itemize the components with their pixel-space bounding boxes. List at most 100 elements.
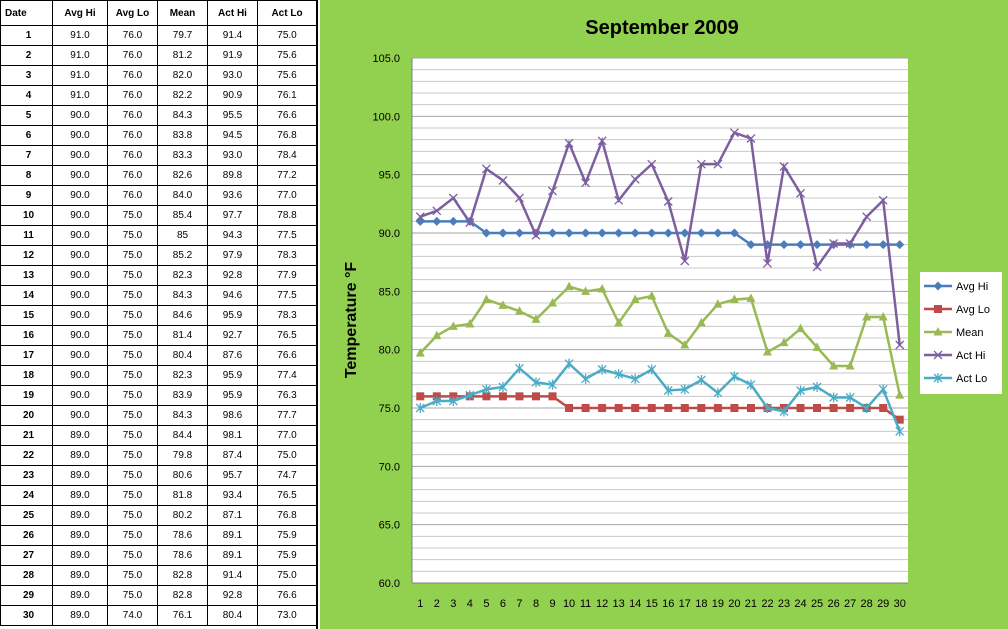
table-cell: 87.1 <box>207 505 258 526</box>
table-cell: 75.9 <box>257 525 317 546</box>
table-cell-date: 9 <box>0 185 53 206</box>
table-cell: 82.2 <box>157 85 208 106</box>
data-point-mean <box>630 294 640 303</box>
data-point-mean <box>779 337 789 347</box>
table-row: 8 90.0 76.0 82.6 89.8 77.2 <box>0 165 317 186</box>
legend-label: Act Hi <box>956 350 985 362</box>
data-point-act-lo <box>581 373 591 384</box>
table-cell: 75.0 <box>107 505 158 526</box>
table-row: 22 89.0 75.0 79.8 87.4 75.0 <box>0 445 317 466</box>
data-point-avg-hi <box>680 228 690 238</box>
data-point-avg-lo <box>895 415 904 424</box>
table-cell: 90.0 <box>52 365 108 386</box>
data-point-avg-lo <box>697 404 706 412</box>
table-cell: 80.2 <box>157 505 208 526</box>
data-point-act-hi <box>515 193 524 203</box>
legend: Avg Hi Avg Lo Mean Act Hi Act Lo <box>924 281 990 385</box>
table-cell: 89.8 <box>207 165 258 186</box>
table-row: 21 89.0 75.0 84.4 98.1 77.0 <box>0 425 317 446</box>
table-cell: 93.6 <box>207 185 258 206</box>
x-tick-label: 10 <box>563 598 575 610</box>
table-cell-date: 30 <box>0 605 53 626</box>
table-row: 26 89.0 75.0 78.6 89.1 75.9 <box>0 525 317 546</box>
table-cell: 92.8 <box>207 585 258 606</box>
legend-label: Act Lo <box>956 373 987 385</box>
data-point-avg-lo <box>532 392 540 401</box>
data-point-mean <box>713 299 723 308</box>
data-point-avg-lo <box>515 392 524 401</box>
data-point-avg-lo <box>416 392 425 401</box>
data-point-mean <box>696 317 706 327</box>
y-axis-label: Temperature °F <box>343 262 360 379</box>
x-tick-label: 26 <box>827 598 839 610</box>
table-row: 5 90.0 76.0 84.3 95.5 76.6 <box>0 105 317 126</box>
table-cell-date: 3 <box>0 65 53 86</box>
table-cell: 75.6 <box>257 65 317 86</box>
data-point-avg-lo <box>746 404 755 412</box>
data-point-act-hi <box>581 178 591 188</box>
table-cell: 89.0 <box>52 485 108 506</box>
table-cell: 76.0 <box>107 85 158 106</box>
legend-marker <box>933 281 943 291</box>
x-tick-label: 4 <box>467 598 473 610</box>
data-point-act-hi <box>680 256 690 266</box>
x-tick-labels: 1 2 3 4 5 6 7 8 9 10 11 12 13 14 15 16 17 18 19 20 21 22 23 24 2… <box>417 598 906 610</box>
table-cell: 79.8 <box>157 445 208 466</box>
x-tick-label: 17 <box>679 598 691 610</box>
data-point-avg-hi <box>713 228 723 238</box>
table-header-row: Date Avg Hi Avg Lo Mean Act Hi Act Lo <box>0 0 317 26</box>
table-cell: 90.0 <box>52 285 108 306</box>
table-cell: 75.0 <box>107 325 158 346</box>
table-cell: 90.0 <box>52 105 108 126</box>
table-cell-date: 5 <box>0 105 53 126</box>
series-layer <box>415 128 905 437</box>
data-point-mean <box>680 340 690 349</box>
data-point-act-hi <box>614 195 624 205</box>
table-cell: 75.0 <box>107 465 158 486</box>
table-cell: 89.0 <box>52 525 108 546</box>
table-cell: 76.6 <box>257 585 317 606</box>
x-tick-label: 21 <box>745 598 757 610</box>
table-cell: 76.0 <box>107 105 158 126</box>
y-tick-label: 60.0 <box>379 578 400 590</box>
table-row: 28 89.0 75.0 82.8 91.4 75.0 <box>0 565 317 586</box>
data-point-act-lo <box>564 358 574 369</box>
data-point-mean <box>448 321 458 330</box>
legend-marker <box>933 327 943 336</box>
y-tick-label: 90.0 <box>379 228 400 240</box>
table-cell: 78.4 <box>257 145 317 166</box>
table-cell: 74.0 <box>107 605 158 626</box>
plot-area <box>412 58 908 583</box>
table-cell: 76.1 <box>157 605 208 626</box>
data-point-avg-lo <box>647 404 656 412</box>
table-cell: 98.6 <box>207 405 258 426</box>
data-point-avg-lo <box>498 392 507 401</box>
data-point-act-lo <box>796 385 805 396</box>
table-cell: 76.0 <box>107 25 158 46</box>
data-point-avg-hi <box>548 228 558 238</box>
table-cell-date: 2 <box>0 45 53 66</box>
table-cell-date: 4 <box>0 85 53 106</box>
data-point-mean <box>481 294 491 303</box>
legend-item-act-lo: Act Lo <box>924 373 987 385</box>
data-point-avg-lo <box>796 404 805 412</box>
data-point-mean <box>581 286 591 295</box>
table-row: 30 89.0 74.0 76.1 80.4 73.0 <box>0 605 317 626</box>
table-cell: 90.0 <box>52 245 108 266</box>
table-row: 1 91.0 76.0 79.7 91.4 75.0 <box>0 25 317 46</box>
data-point-act-lo <box>448 396 458 406</box>
legend-label: Mean <box>956 327 984 339</box>
table-cell: 76.3 <box>257 385 317 406</box>
table-cell-date: 23 <box>0 465 53 486</box>
data-point-avg-hi <box>663 228 673 238</box>
data-point-act-hi <box>696 159 706 169</box>
x-tick-label: 13 <box>613 598 625 610</box>
legend-label: Avg Hi <box>956 281 988 293</box>
table-cell: 76.8 <box>257 125 317 146</box>
data-point-act-hi <box>878 195 888 205</box>
data-point-act-hi <box>531 230 541 240</box>
table-cell: 77.5 <box>257 225 317 246</box>
table-row: 9 90.0 76.0 84.0 93.6 77.0 <box>0 185 317 206</box>
data-point-act-lo <box>481 384 491 395</box>
data-point-avg-lo <box>730 404 739 412</box>
